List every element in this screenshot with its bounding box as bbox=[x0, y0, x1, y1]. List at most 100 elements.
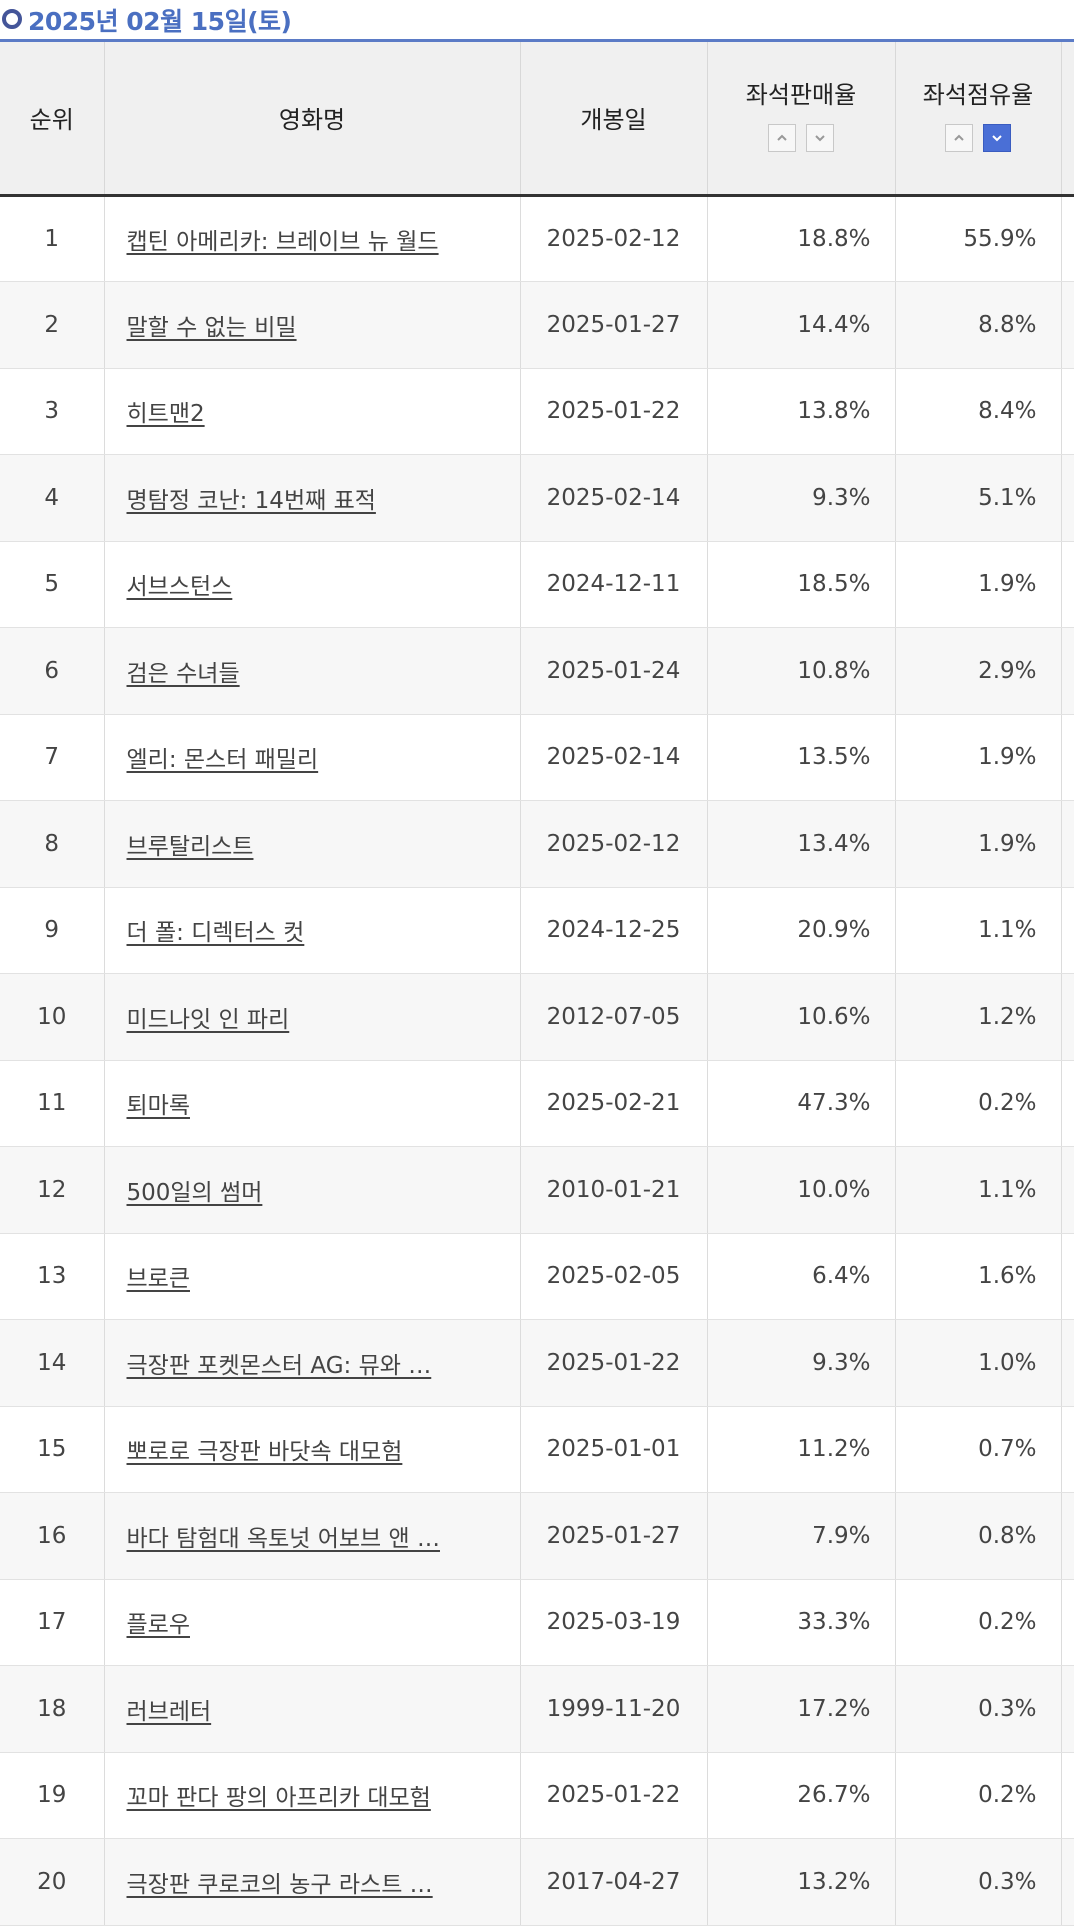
extra-cell bbox=[1061, 973, 1074, 1061]
rank-cell: 14 bbox=[0, 1319, 105, 1407]
movie-title-link[interactable]: 플로우 bbox=[126, 1612, 190, 1639]
rank-cell: 12 bbox=[0, 1146, 105, 1234]
table-header-row: 순위 영화명 개봉일 좌석판매율 좌석점유율 bbox=[0, 42, 1074, 197]
seat-share-rate-cell: 1.9% bbox=[895, 800, 1062, 888]
sort-share-desc-button[interactable] bbox=[983, 124, 1011, 153]
movie-title-link[interactable]: 서브스턴스 bbox=[126, 574, 233, 601]
release-date-cell: 2024-12-25 bbox=[520, 887, 708, 974]
extra-cell bbox=[1061, 1406, 1074, 1493]
seat-sales-rate-cell: 10.8% bbox=[707, 627, 896, 715]
extra-cell bbox=[1061, 1146, 1074, 1234]
table-row: 14 극장판 포켓몬스터 AG: 뮤와 … 2025-01-22 9.3% 1.0% bbox=[0, 1319, 1074, 1407]
rank-cell: 1 bbox=[0, 195, 105, 282]
extra-cell bbox=[1061, 800, 1074, 888]
movie-title-cell: 극장판 쿠로코의 농구 라스트 … bbox=[104, 1838, 521, 1926]
seat-sales-rate-cell: 7.9% bbox=[707, 1492, 896, 1580]
column-header-date: 개봉일 bbox=[520, 42, 708, 197]
release-date-cell: 2025-02-05 bbox=[520, 1233, 708, 1320]
column-header-sale: 좌석판매율 bbox=[707, 42, 896, 197]
seat-sales-rate-cell: 9.3% bbox=[707, 1319, 896, 1407]
rank-cell: 9 bbox=[0, 887, 105, 974]
extra-cell bbox=[1061, 541, 1074, 628]
seat-sales-rate-cell: 11.2% bbox=[707, 1406, 896, 1493]
movie-title-cell: 바다 탐험대 옥토넛 어보브 앤 … bbox=[104, 1492, 521, 1580]
table-row: 3 히트맨2 2025-01-22 13.8% 8.4% bbox=[0, 368, 1074, 455]
movie-title-link[interactable]: 꼬마 판다 팡의 아프리카 대모험 bbox=[126, 1785, 431, 1812]
rank-cell: 4 bbox=[0, 454, 105, 542]
movie-title-cell: 검은 수녀들 bbox=[104, 627, 521, 715]
seat-sales-rate-cell: 13.5% bbox=[707, 714, 896, 801]
movie-title-link[interactable]: 명탐정 코난: 14번째 표적 bbox=[126, 487, 376, 514]
release-date-cell: 2025-01-01 bbox=[520, 1406, 708, 1493]
seat-sales-rate-cell: 9.3% bbox=[707, 454, 896, 542]
movie-title-link[interactable]: 뽀로로 극장판 바닷속 대모험 bbox=[126, 1439, 403, 1466]
movie-title-link[interactable]: 엘리: 몬스터 패밀리 bbox=[126, 747, 319, 774]
seat-sales-rate-cell: 10.6% bbox=[707, 973, 896, 1061]
movie-title-link[interactable]: 극장판 쿠로코의 농구 라스트 … bbox=[126, 1871, 433, 1898]
seat-share-rate-cell: 5.1% bbox=[895, 454, 1062, 542]
rank-cell: 15 bbox=[0, 1406, 105, 1493]
movie-title-cell: 엘리: 몬스터 패밀리 bbox=[104, 714, 521, 801]
movie-title-link[interactable]: 미드나잇 인 파리 bbox=[126, 1006, 290, 1033]
movie-title-cell: 히트맨2 bbox=[104, 368, 521, 455]
movie-title-link[interactable]: 극장판 포켓몬스터 AG: 뮤와 … bbox=[126, 1352, 432, 1379]
release-date-cell: 2025-02-21 bbox=[520, 1060, 708, 1147]
extra-cell bbox=[1061, 714, 1074, 801]
release-date-cell: 2025-01-22 bbox=[520, 1319, 708, 1407]
seat-sales-rate-cell: 14.4% bbox=[707, 281, 896, 369]
seat-sales-rate-cell: 18.5% bbox=[707, 541, 896, 628]
seat-share-rate-cell: 0.2% bbox=[895, 1752, 1062, 1839]
extra-cell bbox=[1061, 887, 1074, 974]
movie-title-cell: 브로큰 bbox=[104, 1233, 521, 1320]
column-header-name: 영화명 bbox=[104, 42, 521, 197]
extra-cell bbox=[1061, 1319, 1074, 1407]
movie-title-link[interactable]: 500일의 썸머 bbox=[126, 1179, 263, 1206]
seat-sales-rate-cell: 26.7% bbox=[707, 1752, 896, 1839]
release-date-cell: 1999-11-20 bbox=[520, 1665, 708, 1753]
release-date-cell: 2025-01-22 bbox=[520, 1752, 708, 1839]
movie-title-cell: 명탐정 코난: 14번째 표적 bbox=[104, 454, 521, 542]
table-row: 4 명탐정 코난: 14번째 표적 2025-02-14 9.3% 5.1% bbox=[0, 454, 1074, 542]
movie-title-link[interactable]: 더 폴: 디렉터스 컷 bbox=[126, 920, 305, 947]
page-title: 2025년 02월 15일(토) bbox=[28, 7, 292, 36]
table-row: 9 더 폴: 디렉터스 컷 2024-12-25 20.9% 1.1% bbox=[0, 887, 1074, 974]
seat-share-rate-cell: 0.2% bbox=[895, 1579, 1062, 1666]
sort-share-asc-button[interactable] bbox=[945, 124, 973, 153]
movie-title-link[interactable]: 브루탈리스트 bbox=[126, 833, 254, 860]
release-date-cell: 2025-02-12 bbox=[520, 195, 708, 282]
table-row: 13 브로큰 2025-02-05 6.4% 1.6% bbox=[0, 1233, 1074, 1320]
seat-share-rate-cell: 0.2% bbox=[895, 1060, 1062, 1147]
seat-share-rate-cell: 1.2% bbox=[895, 973, 1062, 1061]
table-row: 6 검은 수녀들 2025-01-24 10.8% 2.9% bbox=[0, 627, 1074, 715]
box-office-table: 순위 영화명 개봉일 좌석판매율 좌석점유율 bbox=[0, 42, 1074, 1926]
table-row: 15 뽀로로 극장판 바닷속 대모험 2025-01-01 11.2% 0.7% bbox=[0, 1406, 1074, 1493]
seat-share-rate-cell: 1.9% bbox=[895, 541, 1062, 628]
movie-title-cell: 서브스턴스 bbox=[104, 541, 521, 628]
movie-title-link[interactable]: 히트맨2 bbox=[126, 401, 205, 428]
movie-title-cell: 500일의 썸머 bbox=[104, 1146, 521, 1234]
movie-title-link[interactable]: 말할 수 없는 비밀 bbox=[126, 314, 297, 341]
seat-share-rate-cell: 1.1% bbox=[895, 887, 1062, 974]
release-date-cell: 2025-02-14 bbox=[520, 454, 708, 542]
sort-sale-asc-button[interactable] bbox=[768, 124, 796, 153]
table-row: 17 플로우 2025-03-19 33.3% 0.2% bbox=[0, 1579, 1074, 1666]
movie-title-link[interactable]: 브로큰 bbox=[126, 1266, 190, 1293]
seat-sales-rate-cell: 13.4% bbox=[707, 800, 896, 888]
movie-title-link[interactable]: 캡틴 아메리카: 브레이브 뉴 월드 bbox=[126, 228, 439, 255]
rank-cell: 6 bbox=[0, 627, 105, 715]
movie-title-link[interactable]: 바다 탐험대 옥토넛 어보브 앤 … bbox=[126, 1525, 440, 1552]
sort-sale-desc-button[interactable] bbox=[806, 124, 834, 153]
extra-cell bbox=[1061, 1579, 1074, 1666]
movie-title-link[interactable]: 퇴마록 bbox=[126, 1093, 190, 1120]
movie-title-cell: 말할 수 없는 비밀 bbox=[104, 281, 521, 369]
movie-title-link[interactable]: 검은 수녀들 bbox=[126, 660, 240, 687]
seat-share-rate-cell: 0.8% bbox=[895, 1492, 1062, 1580]
movie-title-link[interactable]: 러브레터 bbox=[126, 1698, 212, 1725]
table-row: 1 캡틴 아메리카: 브레이브 뉴 월드 2025-02-12 18.8% 55.9% bbox=[0, 195, 1074, 282]
seat-sales-rate-cell: 17.2% bbox=[707, 1665, 896, 1753]
table-row: 11 퇴마록 2025-02-21 47.3% 0.2% bbox=[0, 1060, 1074, 1147]
seat-share-rate-cell: 55.9% bbox=[895, 195, 1062, 282]
extra-cell bbox=[1061, 368, 1074, 455]
rank-cell: 11 bbox=[0, 1060, 105, 1147]
seat-share-rate-cell: 0.3% bbox=[895, 1665, 1062, 1753]
